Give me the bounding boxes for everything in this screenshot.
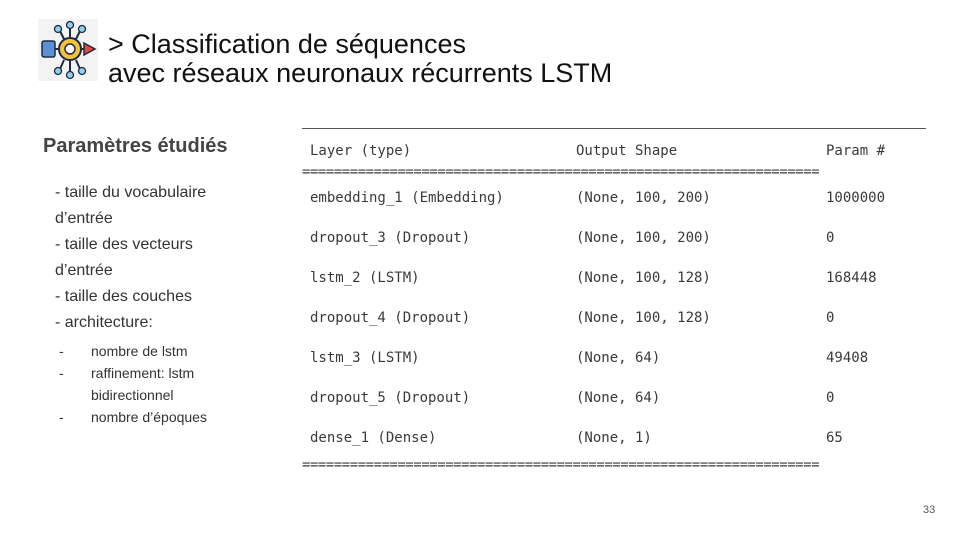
layer-output-shape: (None, 64) bbox=[576, 350, 661, 366]
sub-item-dash: - bbox=[59, 343, 64, 359]
layer-row: dense_1 (Dense) (None, 1) 65 bbox=[302, 428, 926, 448]
layer-row: embedding_1 (Embedding) (None, 100, 200)… bbox=[302, 188, 926, 208]
layer-output-shape: (None, 100, 200) bbox=[576, 190, 711, 206]
summary-top-rule bbox=[302, 128, 926, 129]
layer-row: dropout_5 (Dropout) (None, 64) 0 bbox=[302, 388, 926, 408]
parameters-heading: Paramètres étudiés bbox=[43, 135, 228, 157]
layer-output-shape: (None, 1) bbox=[576, 430, 652, 446]
parameters-list: - taille du vocabulaire d’entrée - taill… bbox=[55, 180, 275, 428]
slide-title: > Classification de séquences avec résea… bbox=[108, 30, 612, 88]
architecture-sub-list: - nombre de lstm - raffinement: lstm bid… bbox=[57, 340, 275, 428]
slide-title-line-1: > Classification de séquences bbox=[108, 29, 466, 59]
sub-item-dash: - bbox=[59, 365, 64, 381]
layer-row: lstm_2 (LSTM) (None, 100, 128) 168448 bbox=[302, 268, 926, 288]
layer-name: embedding_1 (Embedding) bbox=[310, 190, 504, 206]
layer-name: lstm_2 (LSTM) bbox=[310, 270, 420, 286]
header-output-shape: Output Shape bbox=[576, 143, 678, 159]
layer-output-shape: (None, 100, 128) bbox=[576, 270, 711, 286]
summary-header-row: Layer (type) Output Shape Param # bbox=[302, 141, 926, 161]
layer-param-count: 168448 bbox=[826, 270, 877, 286]
layer-name: dense_1 (Dense) bbox=[310, 430, 437, 446]
layer-param-count: 65 bbox=[826, 430, 843, 446]
parameter-item: - taille du vocabulaire bbox=[55, 184, 207, 201]
summary-separator: ========================================… bbox=[302, 164, 820, 180]
layer-output-shape: (None, 100, 200) bbox=[576, 230, 711, 246]
layer-name: dropout_4 (Dropout) bbox=[310, 310, 471, 326]
slide-title-line-2: avec réseaux neuronaux récurrents LSTM bbox=[108, 58, 613, 88]
layer-row: dropout_4 (Dropout) (None, 100, 128) 0 bbox=[302, 308, 926, 328]
layer-name: dropout_5 (Dropout) bbox=[310, 390, 471, 406]
sub-item-text: nombre d’époques bbox=[91, 409, 207, 425]
layer-row: dropout_3 (Dropout) (None, 100, 200) 0 bbox=[302, 228, 926, 248]
architecture-sub-item: - raffinement: lstm bidirectionnel bbox=[57, 362, 275, 406]
parameter-item: d’entrée bbox=[55, 210, 113, 227]
summary-layer-rows: embedding_1 (Embedding) (None, 100, 200)… bbox=[302, 188, 926, 448]
parameter-item: d’entrée bbox=[55, 262, 113, 279]
parameter-item: - taille des vecteurs bbox=[55, 236, 193, 253]
layer-name: lstm_3 (LSTM) bbox=[310, 350, 420, 366]
layer-name: dropout_3 (Dropout) bbox=[310, 230, 471, 246]
model-summary: Layer (type) Output Shape Param # ======… bbox=[302, 128, 926, 474]
summary-separator: ========================================… bbox=[302, 457, 820, 473]
architecture-sub-item: - nombre de lstm bbox=[57, 340, 275, 362]
header-layer-type: Layer (type) bbox=[310, 143, 412, 159]
sub-item-dash: - bbox=[59, 409, 64, 425]
page-number: 33 bbox=[923, 504, 936, 516]
layer-param-count: 0 bbox=[826, 390, 835, 406]
layer-output-shape: (None, 64) bbox=[576, 390, 661, 406]
layer-param-count: 49408 bbox=[826, 350, 869, 366]
layer-param-count: 0 bbox=[826, 230, 835, 246]
neural-network-chip-icon bbox=[38, 19, 98, 81]
sub-item-text: raffinement: lstm bidirectionnel bbox=[91, 365, 195, 403]
layer-param-count: 1000000 bbox=[826, 190, 886, 206]
sub-item-text: nombre de lstm bbox=[91, 343, 188, 359]
parameter-item: - architecture: bbox=[55, 314, 153, 331]
layer-output-shape: (None, 100, 128) bbox=[576, 310, 711, 326]
architecture-sub-item: - nombre d’époques bbox=[57, 406, 275, 428]
parameter-item: - taille des couches bbox=[55, 288, 192, 305]
header-param-count: Param # bbox=[826, 143, 886, 159]
layer-param-count: 0 bbox=[826, 310, 835, 326]
layer-row: lstm_3 (LSTM) (None, 64) 49408 bbox=[302, 348, 926, 368]
